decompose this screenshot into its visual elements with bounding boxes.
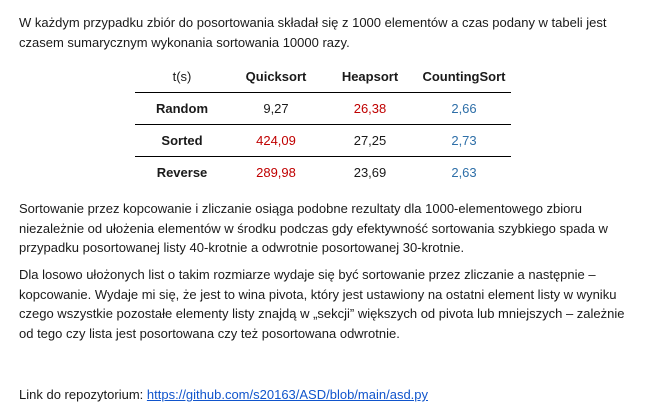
column-header-heapsort: Heapsort — [323, 61, 417, 93]
column-header-quicksort: Quicksort — [229, 61, 323, 93]
row-label-random: Random — [135, 92, 229, 125]
row-label-sorted: Sorted — [135, 124, 229, 157]
cell-sorted-countingsort: 2,73 — [417, 124, 511, 157]
summary-paragraph: Sortowanie przez kopcowanie i zliczanie … — [19, 201, 608, 255]
repository-label: Link do repozytorium: — [19, 387, 147, 402]
table-corner-label: t(s) — [135, 61, 229, 93]
table-header-row: t(s) Quicksort Heapsort CountingSort — [135, 61, 511, 93]
cell-reverse-heapsort: 23,69 — [353, 165, 387, 180]
cell-reverse-countingsort: 2,63 — [451, 165, 477, 180]
table-row-reverse: Reverse 289,98 23,69 2,63 — [135, 157, 511, 189]
repository-line: Link do repozytorium: https://github.com… — [19, 385, 631, 405]
intro-paragraph: W każdym przypadku zbiór do posortowania… — [19, 15, 607, 50]
cell-reverse-quicksort: 289,98 — [256, 165, 296, 180]
cell-random-countingsort: 2,66 — [417, 92, 511, 125]
table-row-random: Random 9,27 26,38 2,66 — [135, 92, 511, 125]
analysis-paragraph: Dla losowo ułożonych list o takim rozmia… — [19, 267, 625, 341]
repository-link[interactable]: https://github.com/s20163/ASD/blob/main/… — [146, 387, 429, 402]
cell-sorted-heapsort: 27,25 — [323, 124, 417, 157]
results-table: t(s) Quicksort Heapsort CountingSort Ran… — [135, 61, 511, 188]
cell-random-quicksort: 9,27 — [229, 92, 323, 125]
cell-sorted-quicksort: 424,09 — [229, 124, 323, 157]
table-row-sorted: Sorted 424,09 27,25 2,73 — [135, 124, 511, 157]
column-header-countingsort: CountingSort — [417, 61, 511, 93]
cell-random-heapsort: 26,38 — [323, 92, 417, 125]
row-label-reverse: Reverse — [156, 165, 208, 180]
